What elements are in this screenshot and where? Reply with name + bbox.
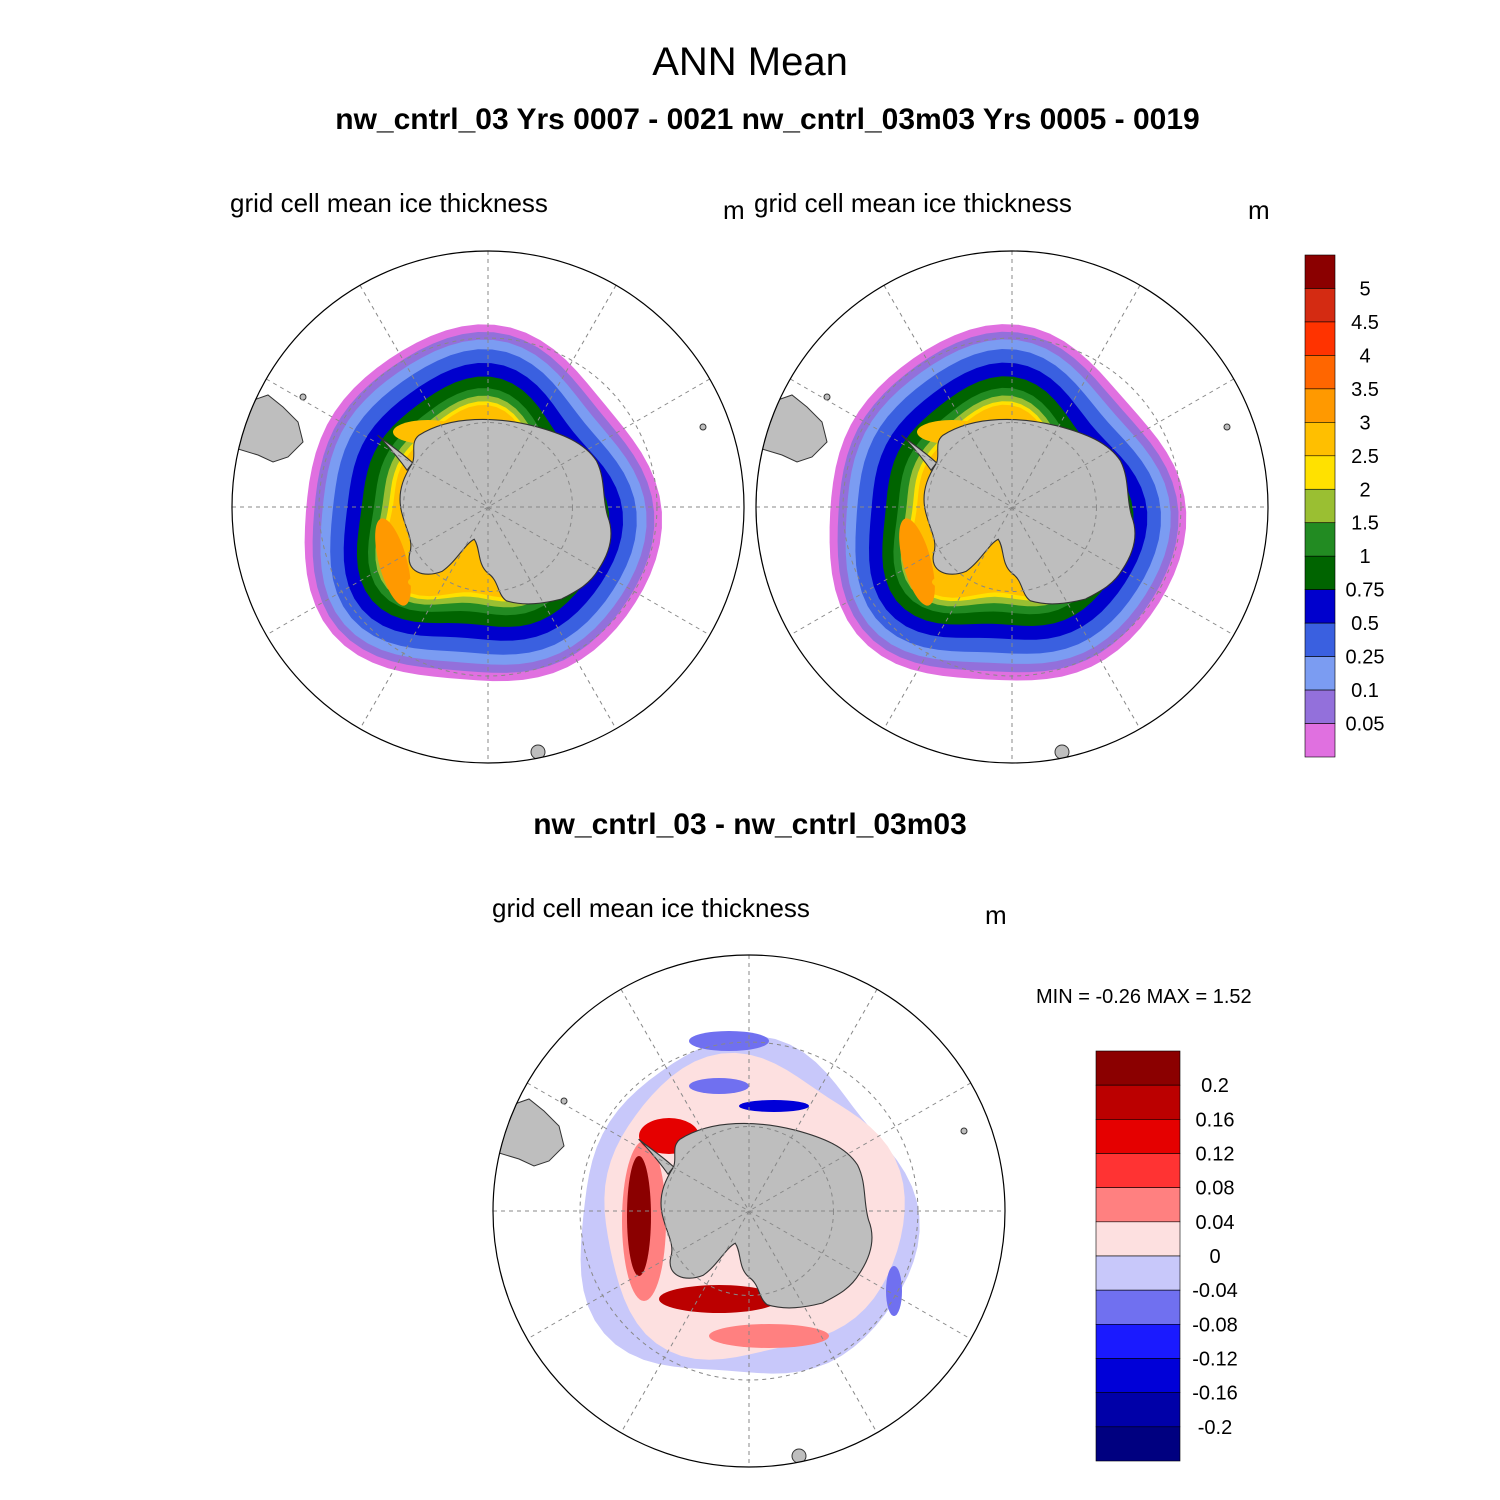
island bbox=[1223, 423, 1231, 431]
meridian-line bbox=[527, 1082, 971, 1340]
figure-subtitle: nw_cntrl_03 Yrs 0007 - 0021 nw_cntrl_03m… bbox=[335, 103, 1200, 136]
colorbar-swatch bbox=[1095, 1324, 1181, 1359]
colorbar-label: 1 bbox=[1359, 546, 1370, 568]
map-contents bbox=[232, 324, 707, 760]
colorbar-label: 2 bbox=[1359, 479, 1370, 501]
colorbar-swatch bbox=[1304, 321, 1336, 356]
colorbar-swatch bbox=[1304, 254, 1336, 289]
colorbar-diff: 0.2 0.16 0.12 0.08 0.04 0 -0.04 -0.08 -0.12 -0.16… bbox=[1095, 1050, 1238, 1462]
map-panel-diff bbox=[492, 954, 1006, 1468]
colorbar-label: 1.5 bbox=[1351, 513, 1379, 535]
colorbar-swatch bbox=[1095, 1426, 1181, 1462]
colorbar-swatch bbox=[1304, 355, 1336, 390]
colorbar-label: -0.04 bbox=[1192, 1280, 1238, 1302]
colorbar-swatch bbox=[1304, 555, 1336, 590]
colorbar-label: 3.5 bbox=[1351, 379, 1379, 401]
colorbar-label: 0.1 bbox=[1351, 680, 1379, 702]
colorbar-label: 0.05 bbox=[1346, 714, 1385, 736]
colorbar-swatch bbox=[1304, 723, 1336, 758]
colorbar-label: 4.5 bbox=[1351, 312, 1379, 334]
colorbar-swatch bbox=[1095, 1050, 1181, 1086]
colorbar-label: -0.2 bbox=[1198, 1417, 1232, 1439]
antarctica bbox=[901, 418, 1136, 605]
colorbar-swatch bbox=[1304, 622, 1336, 657]
map-border bbox=[231, 250, 745, 764]
colorbar-swatch bbox=[1304, 522, 1336, 557]
panel2-unit: m bbox=[1248, 195, 1270, 225]
colorbar-label: 0.25 bbox=[1346, 647, 1385, 669]
colorbar-swatch bbox=[1304, 589, 1336, 624]
colorbar-label: 0.75 bbox=[1346, 580, 1385, 602]
map-panel-2 bbox=[755, 250, 1269, 764]
colorbar-swatch bbox=[1304, 488, 1336, 524]
colorbar-main: 5 4.5 4 3.5 3 2.5 2 1.5 1 0.75 0.5 0.25 0.1 0.05 bbox=[1304, 254, 1385, 758]
min-max-label: MIN = -0.26 MAX = 1.52 bbox=[1036, 986, 1252, 1008]
meridian-line bbox=[790, 378, 1234, 636]
colorbar-label: 4 bbox=[1359, 345, 1370, 367]
colorbar-label: 2.5 bbox=[1351, 446, 1379, 468]
antarctica bbox=[638, 1122, 873, 1309]
colorbar-label: 5 bbox=[1359, 278, 1370, 300]
colorbar-swatch bbox=[1095, 1187, 1181, 1223]
colorbar-label: 0.12 bbox=[1196, 1144, 1235, 1166]
colorbar-label: 0.08 bbox=[1196, 1178, 1235, 1200]
diff-region bbox=[709, 1324, 829, 1348]
colorbar-swatch bbox=[1304, 689, 1336, 724]
thick-ice bbox=[375, 518, 411, 606]
colorbar-swatch bbox=[1095, 1153, 1181, 1188]
colorbar-label: 0.5 bbox=[1351, 613, 1379, 635]
diff-region bbox=[689, 1031, 769, 1051]
colorbar-swatch bbox=[1304, 455, 1336, 490]
colorbar-label: 0.16 bbox=[1196, 1109, 1235, 1131]
island bbox=[960, 1127, 968, 1135]
colorbar-label: 3 bbox=[1359, 412, 1370, 434]
colorbar-swatch bbox=[1095, 1221, 1181, 1257]
map-contents bbox=[756, 324, 1231, 760]
colorbar-label: 0.2 bbox=[1201, 1075, 1229, 1097]
map-panel-1 bbox=[231, 250, 745, 764]
diff-region bbox=[689, 1078, 749, 1094]
antarctica bbox=[377, 418, 612, 605]
thick-ice bbox=[932, 572, 1012, 592]
map-border bbox=[492, 954, 1006, 1468]
colorbar-swatch bbox=[1095, 1119, 1181, 1154]
colorbar-swatch bbox=[1095, 1084, 1181, 1120]
colorbar-label: -0.16 bbox=[1192, 1383, 1238, 1405]
thick-ice bbox=[899, 518, 935, 606]
panel1-title: grid cell mean ice thickness bbox=[230, 188, 548, 218]
diff-panel-unit: m bbox=[985, 900, 1007, 930]
panel1-unit: m bbox=[723, 195, 745, 225]
colorbar-swatch bbox=[1095, 1392, 1181, 1428]
colorbar-swatch bbox=[1304, 388, 1336, 423]
colorbar-label: -0.08 bbox=[1192, 1314, 1238, 1336]
figure-title: ANN Mean bbox=[652, 40, 848, 84]
colorbar-swatch bbox=[1095, 1255, 1181, 1291]
colorbar-swatch bbox=[1095, 1289, 1181, 1325]
colorbar-label: 0 bbox=[1209, 1246, 1220, 1268]
colorbar-swatch bbox=[1304, 656, 1336, 691]
diff-title: nw_cntrl_03 - nw_cntrl_03m03 bbox=[533, 808, 967, 841]
colorbar-label: -0.12 bbox=[1192, 1349, 1238, 1371]
colorbar-label: 0.04 bbox=[1196, 1212, 1235, 1234]
colorbar-swatch bbox=[1095, 1358, 1181, 1393]
meridian-line bbox=[266, 378, 710, 636]
map-border bbox=[755, 250, 1269, 764]
colorbar-swatch bbox=[1304, 422, 1336, 457]
diff-panel-title: grid cell mean ice thickness bbox=[492, 893, 810, 923]
diff-region bbox=[739, 1100, 809, 1112]
thick-ice bbox=[408, 572, 488, 592]
panel2-title: grid cell mean ice thickness bbox=[754, 188, 1072, 218]
colorbar-swatch bbox=[1304, 288, 1336, 323]
map-contents bbox=[493, 1031, 968, 1464]
diff-region bbox=[627, 1156, 651, 1276]
island bbox=[699, 423, 707, 431]
